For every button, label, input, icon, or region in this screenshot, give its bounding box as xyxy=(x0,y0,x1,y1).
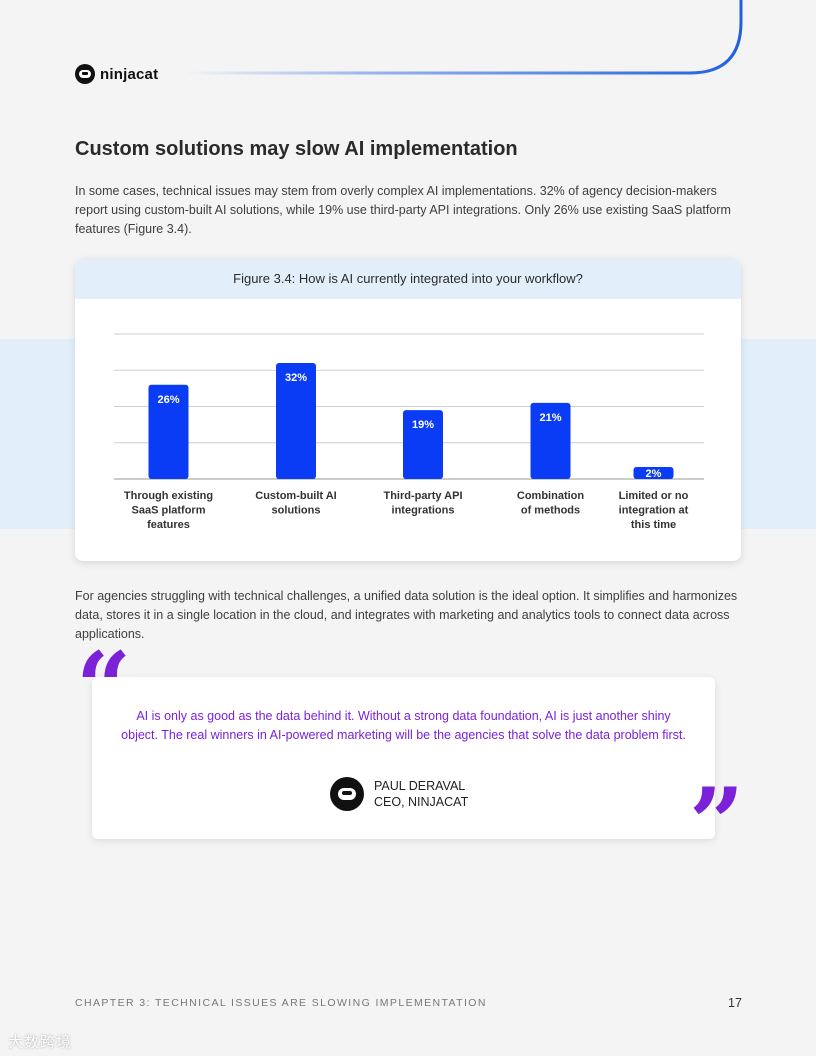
bar xyxy=(276,363,316,479)
bar-data-label: 21% xyxy=(539,412,561,424)
category-label: Combination of methods xyxy=(517,490,584,517)
category-label: Through existing SaaS platform features xyxy=(124,490,213,531)
ninjacat-logo-icon xyxy=(75,64,95,84)
quote-text: AI is only as good as the data behind it… xyxy=(121,709,686,742)
bar-data-label: 26% xyxy=(157,394,179,406)
intro-paragraph: In some cases, technical issues may stem… xyxy=(75,184,731,236)
chapter-footer: CHAPTER 3: TECHNICAL ISSUES ARE SLOWING … xyxy=(75,997,487,1009)
close-quote-icon: ” xyxy=(689,767,745,880)
open-quote-icon: “ xyxy=(76,631,132,744)
bar-data-label: 32% xyxy=(285,372,307,384)
author-name: PAUL DERAVAL xyxy=(374,779,466,793)
category-label: Limited or no integration at this time xyxy=(619,490,689,531)
brand-logo: ninjacat xyxy=(75,64,158,84)
figure-caption: Figure 3.4: How is AI currently integrat… xyxy=(75,259,741,299)
author-avatar-icon xyxy=(330,777,364,811)
figure-card: Figure 3.4: How is AI currently integrat… xyxy=(75,259,741,561)
brand-name: ninjacat xyxy=(100,65,159,83)
category-label: Third-party API integrations xyxy=(383,490,462,517)
bar xyxy=(148,384,189,479)
category-label: Custom-built AI solutions xyxy=(255,490,336,517)
body-paragraph: For agencies struggling with technical c… xyxy=(75,589,738,641)
watermark-logo: 大数跨境 xyxy=(8,1034,73,1051)
quote-card xyxy=(92,677,715,839)
bar-chart: 26% Through existing SaaS platform features… xyxy=(114,333,704,531)
quote-author: PAUL DERAVAL CEO, NINJACAT xyxy=(330,777,468,811)
section-heading: Custom solutions may slow AI implementat… xyxy=(75,138,518,160)
author-title: CEO, NINJACAT xyxy=(374,795,469,809)
bar xyxy=(633,467,674,479)
bar-data-label: 19% xyxy=(412,419,434,431)
bar xyxy=(403,410,443,479)
bar-data-label: 2% xyxy=(646,468,662,480)
page-number: 17 xyxy=(728,996,742,1010)
bar xyxy=(530,402,571,479)
header-line xyxy=(185,0,743,75)
